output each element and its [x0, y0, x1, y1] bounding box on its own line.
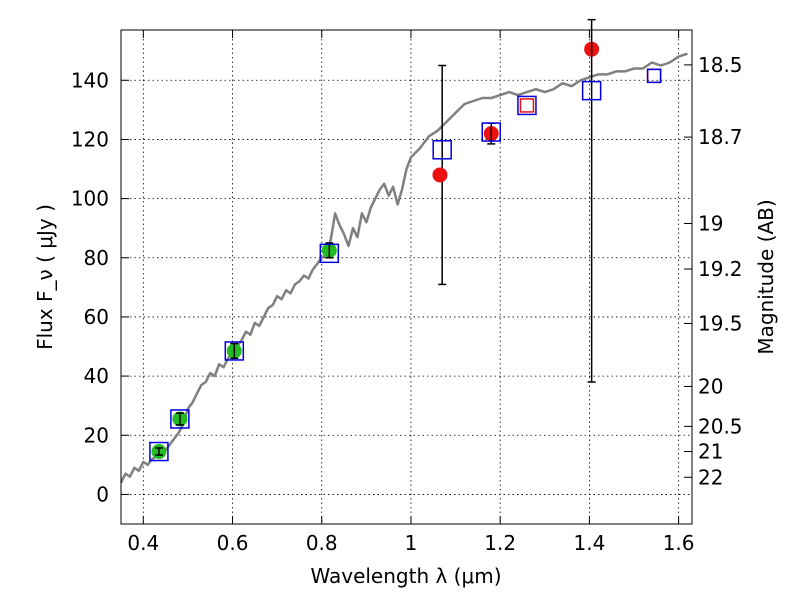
grid: [121, 30, 692, 524]
square-marker: [149, 441, 169, 462]
right-tick-label: 19: [698, 211, 723, 235]
y-tick-label: 80: [84, 246, 109, 270]
x-tick-label: 0.4: [127, 531, 159, 555]
plot-data: [119, 18, 688, 484]
y-tick-label: 40: [84, 364, 109, 388]
square-marker: [432, 140, 452, 160]
right-tick-label: 20: [698, 374, 723, 398]
y-axis-label: Flux F_ν ( μJy ): [33, 204, 57, 350]
axes-frame: [120, 29, 693, 525]
spectrum-line: [119, 52, 688, 484]
square-marker: [519, 98, 535, 113]
square-marker: [581, 80, 602, 101]
right-tick-label: 20.5: [698, 414, 743, 438]
square-marker: [481, 122, 502, 142]
y-tick-label: 140: [71, 68, 109, 92]
right-tick-label: 18.7: [698, 125, 743, 149]
right-tick-label: 22: [698, 465, 723, 489]
square-marker: [224, 341, 245, 361]
y-tick-label: 20: [84, 423, 109, 447]
x-tick-label: 1: [405, 531, 418, 555]
right-tick-label: 19.5: [698, 311, 743, 335]
square-marker: [646, 68, 662, 84]
ticks: 0.4 0.6 0.8 1 1.2 1.4 1.6 0 20 40 60 80 100 120 140 18.…: [71, 30, 743, 555]
data-point: [432, 167, 448, 183]
right-tick-label: 18.5: [698, 53, 743, 77]
square-marker: [517, 95, 537, 116]
y-tick-label: 120: [71, 127, 109, 151]
right-tick-label: 21: [698, 440, 723, 464]
x-tick-label: 0.8: [306, 531, 338, 555]
x-tick-label: 0.6: [217, 531, 249, 555]
x-tick-label: 1.6: [663, 531, 695, 555]
square-marker: [646, 68, 662, 84]
square-marker: [170, 409, 190, 429]
x-tick-label: 1.2: [484, 531, 516, 555]
x-axis-label: Wavelength λ (μm): [310, 564, 501, 588]
right-axis-label: Magnitude (AB): [754, 199, 778, 354]
y-tick-label: 0: [96, 482, 109, 506]
y-tick-label: 60: [84, 305, 109, 329]
square-marker: [319, 243, 340, 264]
y-tick-label: 100: [71, 187, 109, 211]
right-tick-label: 19.2: [698, 257, 743, 281]
x-tick-label: 1.4: [573, 531, 605, 555]
